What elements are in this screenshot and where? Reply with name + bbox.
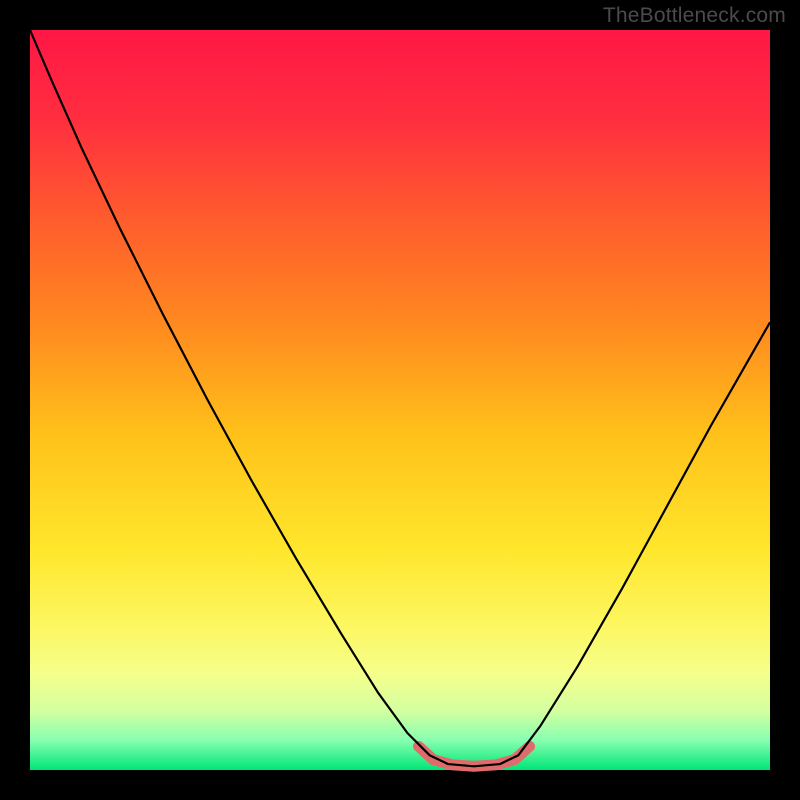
chart-container: TheBottleneck.com [0, 0, 800, 800]
bottleneck-chart [0, 0, 800, 800]
watermark-text: TheBottleneck.com [603, 4, 786, 28]
plot-background [30, 30, 770, 770]
